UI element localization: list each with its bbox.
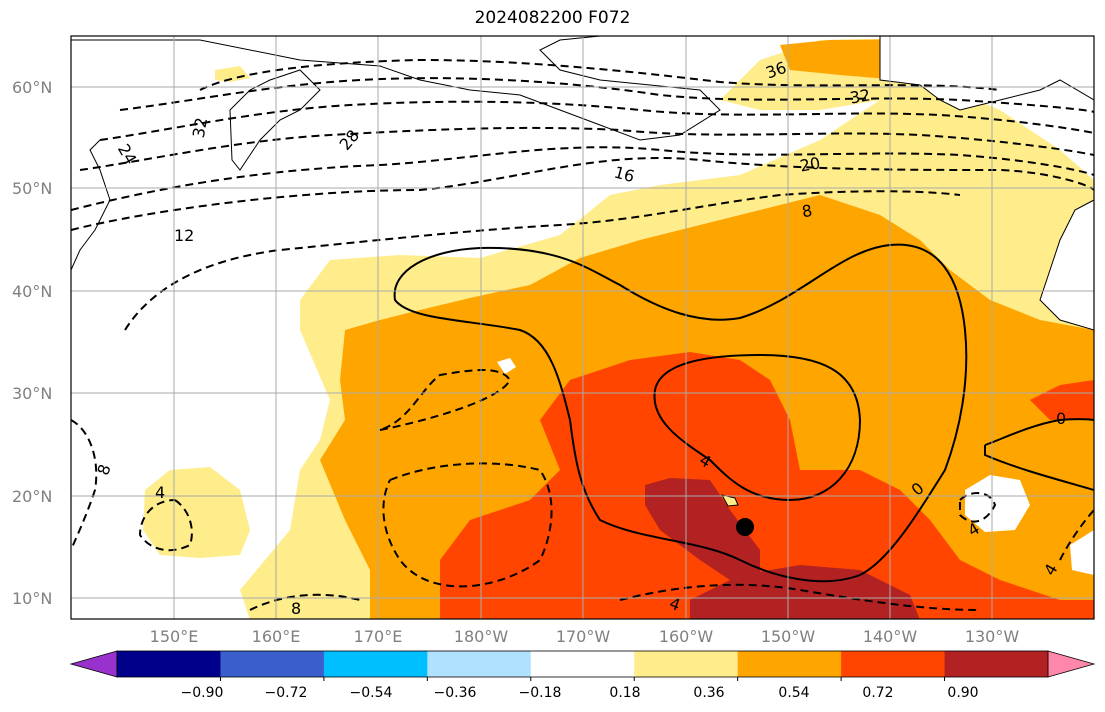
colorbar-tick-label: 0.72 bbox=[862, 685, 893, 701]
contour-label-32: 32 bbox=[848, 85, 871, 107]
colorbar-swatch bbox=[634, 651, 739, 677]
contour-label-8: 8 bbox=[93, 462, 114, 478]
colorbar-swatch bbox=[323, 651, 428, 677]
map-field bbox=[71, 36, 1094, 619]
colorbar-swatch bbox=[944, 651, 1049, 677]
contour-label-4: 4 bbox=[155, 483, 165, 502]
colorbar-tick-label: −0.72 bbox=[265, 685, 308, 701]
colorbar-swatch bbox=[427, 651, 532, 677]
lon-label: 150°W bbox=[761, 627, 816, 646]
colorbar-swatch bbox=[220, 651, 325, 677]
lat-label: 50°N bbox=[12, 179, 52, 198]
map-title: 2024082200 F072 bbox=[474, 8, 631, 28]
storm-center-marker bbox=[736, 518, 754, 536]
land-hawaii bbox=[721, 494, 739, 507]
colorbar-tick-label: −0.36 bbox=[434, 685, 477, 701]
lat-label: 30°N bbox=[12, 384, 52, 403]
anomaly-fill-light-west bbox=[143, 467, 250, 558]
lon-label: 160°W bbox=[659, 627, 714, 646]
lat-label: 20°N bbox=[12, 487, 52, 506]
anomaly-fill-red-east bbox=[1030, 380, 1094, 420]
lon-label: 170°W bbox=[556, 627, 611, 646]
lat-label: 40°N bbox=[12, 282, 52, 301]
colorbar-tick-label: −0.54 bbox=[350, 685, 393, 701]
anomaly-fill-light-islet bbox=[215, 66, 250, 82]
lon-label: 160°E bbox=[252, 627, 301, 646]
colorbar-tick-label: 0.36 bbox=[693, 685, 724, 701]
colorbar-frame bbox=[116, 650, 1049, 678]
colorbar-left-extend bbox=[69, 650, 118, 678]
colorbar-tick-label: 0.18 bbox=[609, 685, 640, 701]
anomaly-fill-red bbox=[440, 352, 1094, 619]
lon-label: 130°W bbox=[965, 627, 1020, 646]
colorbar-tick-label: 0.90 bbox=[947, 685, 978, 701]
contour-label-16: 16 bbox=[612, 162, 637, 186]
contours-solid bbox=[393, 243, 1094, 583]
anomaly-fill-darkred-south bbox=[690, 565, 920, 619]
contour-label-28: 28 bbox=[335, 126, 363, 154]
colorbar-swatch bbox=[530, 651, 635, 677]
lon-label: 170°E bbox=[354, 627, 403, 646]
contour-label-32: 32 bbox=[189, 116, 211, 139]
colorbar-swatch bbox=[737, 651, 842, 677]
contour-label-12: 12 bbox=[174, 226, 194, 245]
contour-label-0: 0 bbox=[1056, 409, 1066, 428]
land-coastline-asia bbox=[71, 36, 721, 141]
colorbar-ticks bbox=[219, 677, 946, 681]
contour-label-24: 24 bbox=[114, 141, 141, 168]
latitude-labels: 10°N 20°N 30°N 40°N 50°N 60°N bbox=[12, 78, 52, 608]
map-frame bbox=[70, 35, 1095, 620]
lon-label: 140°W bbox=[863, 627, 918, 646]
contour-label-20: 20 bbox=[798, 153, 821, 175]
lat-label: 10°N bbox=[12, 589, 52, 608]
anomaly-hole-southeast bbox=[1070, 530, 1094, 575]
graticule bbox=[71, 36, 1094, 619]
anomaly-hole-central bbox=[497, 358, 516, 374]
colorbar-right-extend bbox=[1047, 650, 1096, 678]
lon-label: 150°E bbox=[150, 627, 199, 646]
contour-label-8: 8 bbox=[291, 599, 301, 618]
anomaly-fill-darkred bbox=[645, 478, 760, 580]
colorbar-swatches bbox=[116, 650, 1049, 678]
land-coastline-north-america bbox=[879, 36, 1094, 331]
colorbar-tick-label: −0.90 bbox=[181, 685, 224, 701]
anomaly-hole-east bbox=[965, 475, 1030, 532]
colorbar-swatch bbox=[117, 651, 221, 677]
longitude-labels: 150°E 160°E 170°E 180°W 170°W 160°W 150°… bbox=[150, 627, 1020, 646]
colorbar: −0.90 −0.72 −0.54 −0.36 −0.18 0.18 0.36 … bbox=[69, 650, 1096, 701]
colorbar-tick-label: −0.18 bbox=[519, 685, 562, 701]
colorbar-swatch bbox=[841, 651, 946, 677]
lon-label: 180°W bbox=[454, 627, 509, 646]
colorbar-tick-label: 0.54 bbox=[778, 685, 809, 701]
contour-label-8: 8 bbox=[800, 201, 813, 221]
lat-label: 60°N bbox=[12, 78, 52, 97]
colorbar-tick-labels: −0.90 −0.72 −0.54 −0.36 −0.18 0.18 0.36 … bbox=[181, 685, 979, 701]
